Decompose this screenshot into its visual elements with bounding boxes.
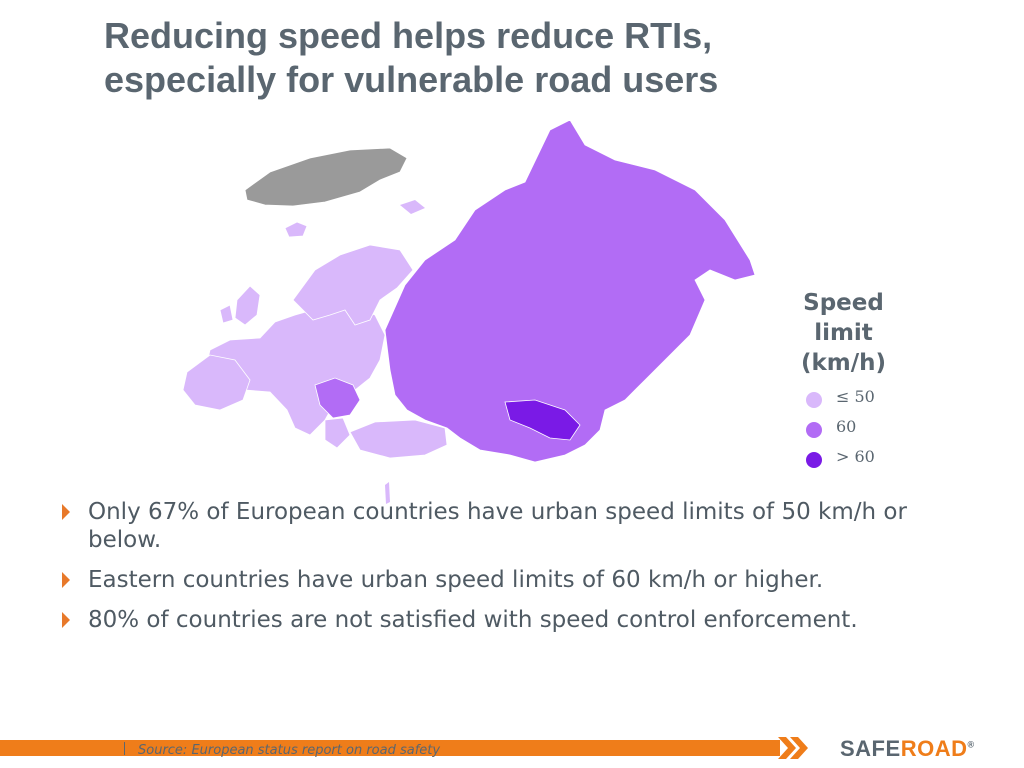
map-region-scandinavia [292, 244, 414, 326]
legend-title-line-2: limit [814, 320, 873, 346]
map-region-greece [324, 417, 351, 449]
legend-item-gt-60: > 60 [786, 444, 901, 474]
map-region-greenland [244, 147, 408, 207]
title-line-1: Reducing speed helps reduce RTIs, [104, 15, 713, 56]
legend-title-line-3: (km/h) [800, 350, 887, 376]
map-region-turkey [349, 419, 448, 459]
bullet-arrow-icon [62, 504, 70, 520]
legend-dot-60 [806, 422, 822, 438]
slide-title: Reducing speed helps reduce RTIs, especi… [104, 14, 824, 102]
legend-item-60: 60 [786, 414, 901, 444]
map-region-balkans [314, 377, 361, 419]
source-divider [124, 742, 125, 755]
bullet-arrow-icon [62, 572, 70, 588]
legend-label-60: 60 [836, 417, 857, 436]
map-region-western-europe [204, 305, 386, 436]
saferoad-logo: SAFEROAD® [840, 736, 975, 762]
legend-dot-le-50 [806, 392, 822, 408]
map-region-british-isles [219, 285, 261, 326]
map-legend: Speed limit (km/h) ≤ 50 60 > 60 [786, 288, 901, 474]
legend-title: Speed limit (km/h) [786, 288, 901, 378]
legend-dot-gt-60 [806, 452, 822, 468]
bullet-text-2: Eastern countries have urban speed limit… [88, 567, 824, 593]
bullet-list: Only 67% of European countries have urba… [58, 498, 918, 646]
chevron-right-icon [778, 737, 796, 759]
map-region-cyprus [385, 482, 390, 504]
map-region-iceland [284, 221, 308, 238]
bullet-item-3: 80% of countries are not satisfied with … [58, 606, 918, 634]
chevron-right-icon [790, 737, 808, 759]
legend-item-le-50: ≤ 50 [786, 384, 901, 414]
map-region-uzbekistan [504, 399, 581, 441]
map-region-svalbard [400, 200, 425, 214]
title-line-2: especially for vulnerable road users [104, 59, 719, 100]
map-region-iberia [182, 354, 251, 411]
map-region-russia-central-asia [384, 119, 756, 463]
bullet-item-2: Eastern countries have urban speed limit… [58, 566, 918, 594]
legend-label-gt-60: > 60 [836, 447, 875, 466]
speed-limit-map [182, 119, 756, 504]
legend-label-le-50: ≤ 50 [836, 387, 875, 406]
bullet-item-1: Only 67% of European countries have urba… [58, 498, 918, 554]
logo-road: ROAD [900, 736, 968, 761]
bullet-text-1: Only 67% of European countries have urba… [88, 499, 907, 553]
bullet-text-3: 80% of countries are not satisfied with … [88, 607, 858, 633]
logo-safe: SAFE [840, 736, 901, 761]
logo-registered-mark: ® [967, 739, 975, 750]
legend-title-line-1: Speed [803, 290, 884, 316]
bullet-arrow-icon [62, 612, 70, 628]
source-note: Source: European status report on road s… [138, 743, 441, 758]
footer-bar [0, 740, 780, 756]
